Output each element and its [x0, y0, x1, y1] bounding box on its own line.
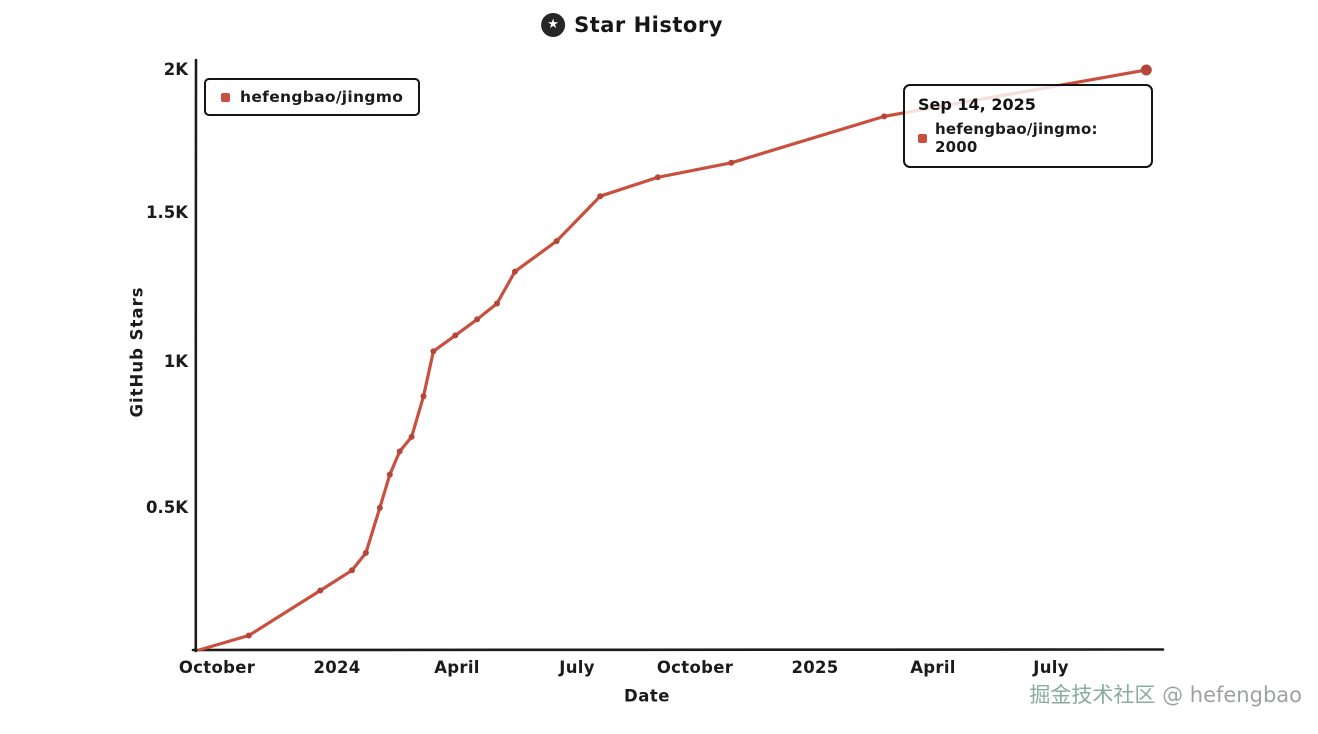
juejin-watermark-handle: @ hefengbao	[1155, 683, 1302, 707]
data-point-marker[interactable]	[881, 113, 888, 120]
data-point-marker[interactable]	[349, 567, 355, 574]
tooltip-series-value: hefengbao/jingmo: 2000	[935, 120, 1098, 156]
data-point-marker[interactable]	[474, 316, 481, 323]
x-tick-label: October	[178, 658, 256, 677]
data-point-marker[interactable]	[408, 433, 415, 440]
y-tick-label: 0.5K	[145, 498, 188, 517]
tooltip-date: Sep 14, 2025	[918, 95, 1036, 114]
page-title: ★ Star History	[541, 13, 723, 37]
data-point-marker[interactable]	[511, 268, 518, 275]
data-point-marker[interactable]	[317, 587, 324, 594]
x-tick-label: July	[1033, 658, 1069, 677]
x-tick-label: October	[656, 658, 734, 677]
page-title-text: Star History	[574, 13, 723, 37]
data-point-marker[interactable]	[452, 332, 459, 339]
x-tick-label: April	[910, 658, 956, 677]
data-point-marker[interactable]	[396, 448, 403, 455]
x-tick-label: 2024	[313, 658, 361, 677]
tooltip-series-swatch	[918, 133, 927, 143]
x-tick-label: 2025	[791, 658, 839, 677]
juejin-watermark: 掘金技术社区 @ hefengbao	[1029, 679, 1302, 709]
x-axis-line	[191, 648, 1165, 652]
legend[interactable]: hefengbao/jingmo	[204, 78, 421, 116]
y-axis-line	[194, 58, 198, 653]
data-point-marker[interactable]	[386, 471, 393, 478]
legend-series-swatch	[221, 92, 230, 102]
latest-data-point-marker[interactable]	[1140, 64, 1152, 76]
data-point-marker[interactable]	[494, 300, 500, 307]
data-point-marker[interactable]	[376, 504, 383, 511]
y-tick-label: 1.5K	[145, 203, 188, 222]
x-tick-label: July	[559, 658, 595, 677]
data-point-marker[interactable]	[553, 238, 560, 245]
x-axis-label: Date	[624, 686, 670, 706]
data-point-marker[interactable]	[597, 193, 604, 200]
y-tick-label: 1K	[163, 352, 188, 371]
data-point-marker[interactable]	[654, 174, 661, 181]
y-tick-label: 2K	[163, 60, 188, 79]
tooltip: Sep 14, 2025 hefengbao/jingmo: 2000	[903, 84, 1153, 168]
data-point-marker[interactable]	[728, 159, 735, 166]
x-tick-label: April	[434, 658, 480, 677]
star-history-logo-icon: ★	[541, 13, 566, 37]
data-point-marker[interactable]	[420, 393, 427, 400]
data-point-marker[interactable]	[362, 549, 369, 556]
juejin-watermark-community: 掘金技术社区	[1029, 683, 1156, 707]
data-point-marker[interactable]	[430, 348, 437, 355]
legend-series-label: hefengbao/jingmo	[240, 88, 404, 106]
data-point-marker[interactable]	[245, 632, 252, 639]
